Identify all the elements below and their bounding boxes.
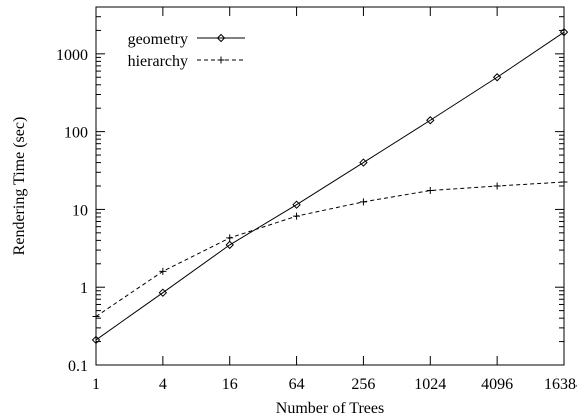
- y-tick-label: 10: [72, 202, 88, 219]
- plus-marker: [560, 178, 568, 186]
- x-tick-label: 16: [222, 376, 238, 393]
- x-tick-label: 16384: [544, 376, 577, 393]
- series-line-hierarchy: [95, 181, 565, 317]
- x-tick-label: 1024: [414, 376, 446, 393]
- diamond-marker: [359, 158, 368, 167]
- y-tick-label: 1: [80, 280, 88, 297]
- legend: geometry hierarchy: [128, 31, 245, 70]
- y-tick-label: 1000: [56, 47, 88, 64]
- diamond-marker: [91, 335, 101, 345]
- diamond-marker: [426, 116, 435, 125]
- x-axis: 1 4 16 64 256 1024 4096 16384: [92, 7, 577, 393]
- plus-marker: [426, 187, 434, 195]
- diamond-marker: [225, 240, 234, 250]
- y-axis: 0.1 1 10 100 1000: [56, 6, 564, 375]
- diamond-marker: [216, 33, 226, 43]
- plus-marker: [226, 234, 234, 242]
- plus-marker: [493, 182, 501, 190]
- x-tick-label: 1: [92, 376, 100, 393]
- y-tick-label: 0.1: [68, 358, 88, 375]
- series-geometry: [91, 27, 569, 345]
- plus-marker: [159, 267, 167, 275]
- series-hierarchy: [92, 178, 568, 321]
- plus-marker: [293, 212, 301, 220]
- legend-label-hierarchy: hierarchy: [128, 53, 188, 70]
- series-layer: [91, 27, 569, 345]
- diamond-marker: [492, 73, 502, 82]
- diamond-marker: [158, 288, 168, 297]
- x-axis-label: Number of Trees: [276, 400, 384, 416]
- y-axis-label: Rendering Time (sec): [11, 117, 28, 256]
- x-tick-label: 4096: [481, 376, 513, 393]
- plus-marker: [359, 198, 367, 206]
- diamond-marker: [292, 200, 301, 209]
- x-tick-label: 256: [351, 376, 375, 393]
- legend-label-geometry: geometry: [128, 31, 188, 48]
- series-line-geometry: [95, 31, 565, 341]
- y-tick-label: 100: [64, 125, 88, 142]
- plus-marker: [92, 313, 100, 321]
- x-tick-label: 4: [159, 376, 167, 393]
- plus-marker: [217, 56, 225, 64]
- x-tick-label: 64: [289, 376, 305, 393]
- diamond-marker: [559, 27, 569, 37]
